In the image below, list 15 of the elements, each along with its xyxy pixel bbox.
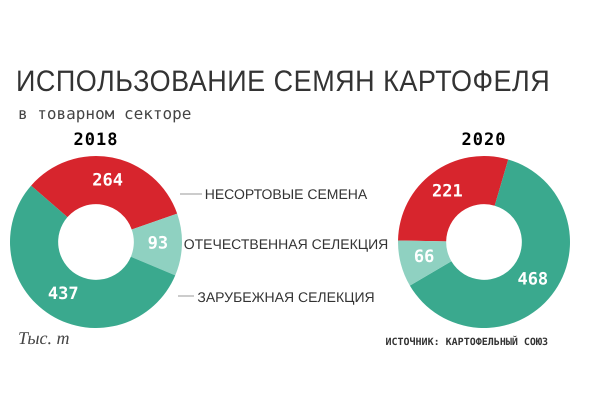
data-label: 66 — [414, 247, 434, 268]
slice-label: ЗАРУБЕЖНАЯ СЕЛЕКЦИЯ — [196, 289, 376, 305]
data-label: 221 — [432, 182, 463, 202]
slice-label: ОТЕЧЕСТВЕННАЯ СЕЛЕКЦИЯ — [182, 236, 390, 252]
text: ИСПОЛЬЗОВАНИЕ СЕМЯН КАРТОФЕЛЯ — [16, 64, 550, 99]
data-label: 468 — [517, 270, 548, 290]
data-label: 93 — [148, 233, 168, 254]
data-label: 264 — [92, 170, 124, 191]
chart-title: 2018 — [72, 130, 120, 152]
text: в товарном секторе — [18, 104, 192, 123]
chart-title: 2020 — [460, 130, 508, 152]
slice-label: НЕСОРТОВЫЕ СЕМЕНА — [204, 186, 368, 202]
text: Тыс. т — [18, 328, 70, 349]
data-label: 437 — [48, 284, 79, 304]
text: ИСТОЧНИК: КАРТОФЕЛЬНЫЙ СОЮЗ — [385, 337, 548, 348]
